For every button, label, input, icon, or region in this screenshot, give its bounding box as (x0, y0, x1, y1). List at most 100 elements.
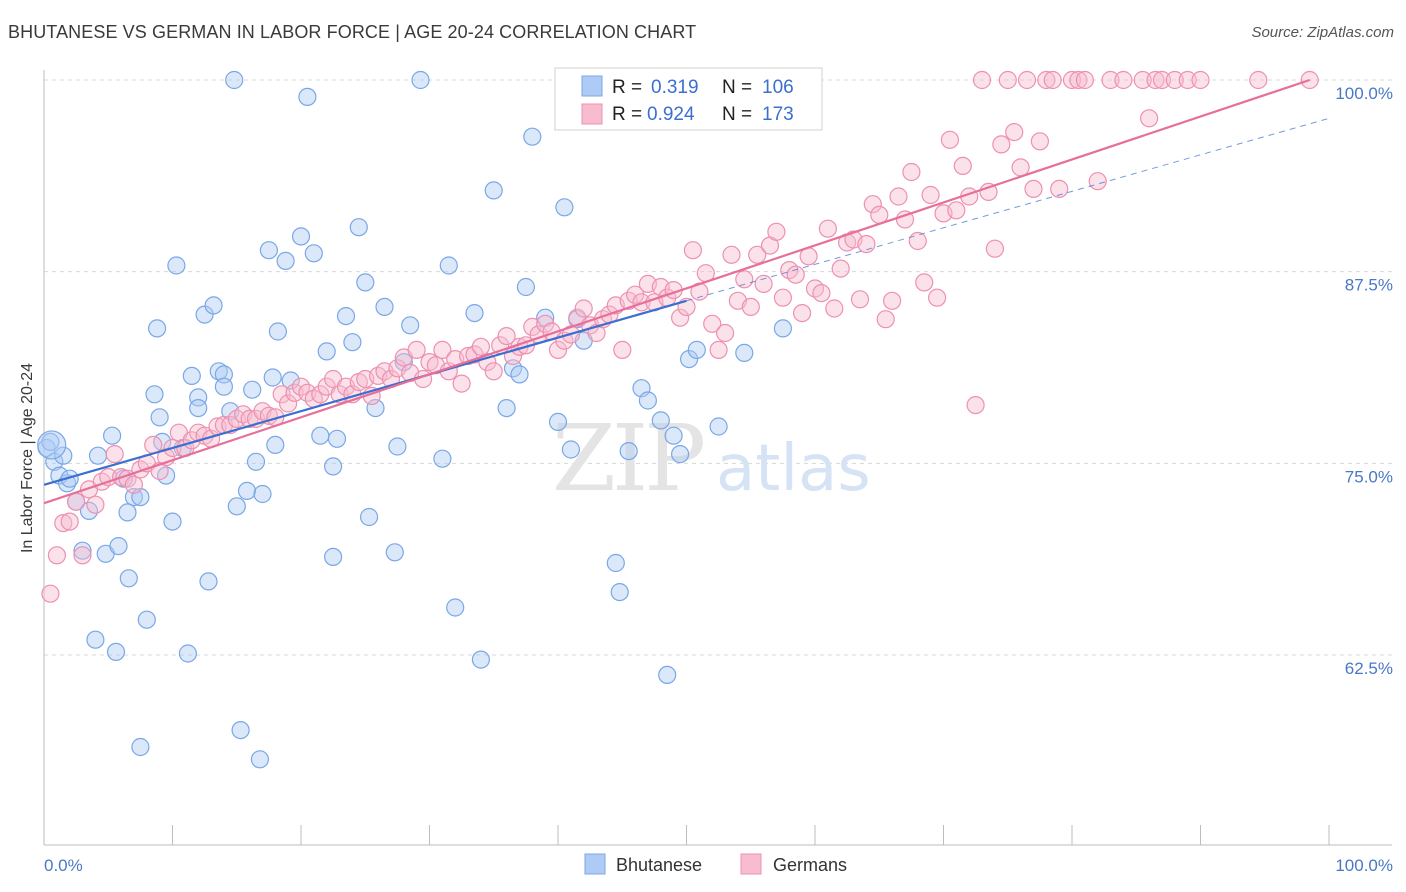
bhutanese-point (163, 512, 182, 531)
germans-point (1050, 179, 1069, 198)
bhutanese-point (548, 412, 568, 431)
watermark-atlas: atlas (716, 432, 871, 506)
bhutanese-point (137, 610, 156, 629)
germans-point (979, 182, 998, 201)
germans-point (947, 201, 966, 220)
germans-point (279, 394, 298, 413)
y-tick-label: 62.5% (1345, 659, 1393, 678)
germans-point (895, 210, 915, 229)
bhutanese-point (709, 417, 728, 436)
germans-point (857, 235, 876, 254)
germans-point (876, 310, 895, 329)
germans-point (60, 512, 79, 531)
germans-point (709, 340, 728, 359)
bhutanese-point (250, 750, 269, 769)
germans-point (754, 274, 773, 293)
germans-point (1069, 70, 1088, 90)
bhutanese-point (231, 720, 250, 740)
bhutanese-point (670, 445, 690, 464)
bhutanese-point (268, 322, 287, 341)
germans-trend-line (43, 78, 1311, 505)
germans-point (741, 297, 760, 316)
bhutanese-point (317, 342, 336, 361)
watermark-zip: ZIP (552, 405, 703, 512)
germans-point (1133, 70, 1152, 90)
bhutanese-trend-line (43, 299, 687, 486)
bhutanese-point (510, 365, 529, 384)
bhutanese-point (291, 227, 311, 246)
bhutanese-point (401, 316, 420, 335)
germans-point (1152, 70, 1172, 90)
germans-point (850, 290, 870, 309)
germans-point (311, 385, 330, 404)
bhutanese-point (73, 541, 92, 560)
bhutanese-point (679, 350, 699, 369)
y-tick-label: 100.0% (1335, 84, 1393, 103)
bhutanese-point (150, 408, 169, 427)
legend-r-value-1: 0.319 (651, 77, 699, 98)
bhutanese-point (606, 553, 625, 573)
germans-point (972, 70, 992, 90)
germans-point (767, 222, 786, 241)
germans-point (773, 288, 793, 307)
germans-point (1178, 70, 1197, 90)
legend-n-label-2: N = (722, 104, 752, 125)
germans-point (889, 187, 908, 206)
bhutanese-point (276, 251, 295, 270)
legend-r-label-1: R = (612, 77, 642, 98)
germans-point (722, 245, 741, 264)
germans-point (1011, 158, 1030, 177)
bhutanese-point (484, 181, 503, 200)
legend-swatch-germans (581, 103, 603, 125)
germans-point (703, 314, 722, 333)
germans-point (863, 195, 882, 214)
germans-point (748, 245, 767, 264)
germans-point (831, 259, 850, 278)
germans-point (735, 270, 754, 289)
germans-point (574, 299, 593, 318)
germans-point (484, 362, 503, 381)
bhutanese-point (246, 452, 266, 471)
bhutanese-point (237, 481, 257, 500)
bhutanese-point (471, 650, 490, 669)
germans-point (1062, 70, 1082, 90)
germans-point (1146, 70, 1165, 90)
germans-point (1191, 70, 1210, 90)
bhutanese-point (664, 426, 683, 445)
bhutanese-point (433, 449, 452, 468)
legend-r-value-2: 0.924 (647, 104, 695, 125)
germans-point (433, 340, 452, 359)
bhutanese-point (148, 319, 167, 338)
bhutanese-point (304, 244, 323, 263)
bhutanese-point (523, 127, 542, 146)
bhutanese-point (102, 426, 122, 445)
germans-point (921, 185, 940, 205)
germans-point (670, 308, 690, 327)
bhutanese-point (619, 442, 638, 461)
germans-points (41, 70, 1319, 603)
germans-point (1249, 70, 1268, 90)
bhutanese-point (119, 569, 138, 588)
germans-point (825, 299, 844, 318)
bhutanese-point (225, 70, 244, 90)
correlation-legend: R = 0.319 N = 106 R = 0.924 N = 173 (554, 67, 823, 131)
bhutanese-point (311, 426, 330, 445)
germans-point (908, 231, 927, 251)
germans-point (786, 265, 805, 284)
grid-lines (44, 79, 1392, 656)
germans-point (985, 239, 1005, 258)
germans-point (1043, 70, 1062, 90)
bhutanese-point (266, 435, 285, 454)
series-legend: Bhutanese Germans (584, 853, 847, 875)
bhutanese-point (349, 218, 368, 237)
bhutanese-point (651, 411, 670, 430)
bhutanese-point (182, 366, 201, 385)
germans-point (1165, 70, 1184, 90)
bhutanese-point (86, 630, 105, 649)
bhutanese-point (516, 277, 536, 297)
y-tick-label: 87.5% (1345, 276, 1393, 295)
germans-point (902, 162, 921, 182)
bhutanese-point (263, 368, 282, 387)
bhutanese-point (439, 256, 458, 275)
